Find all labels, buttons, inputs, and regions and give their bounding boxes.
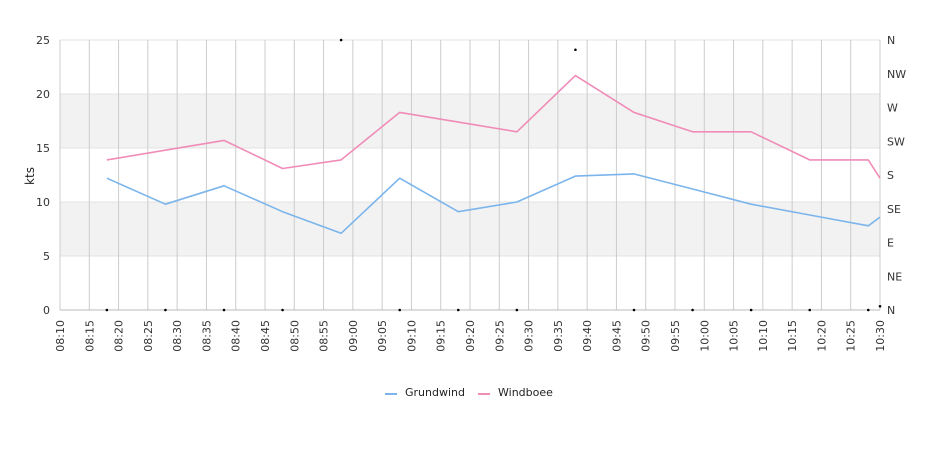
direction-marker — [808, 308, 812, 312]
x-tick-label: 09:50 — [640, 320, 653, 352]
direction-axis-label: SE — [887, 203, 901, 216]
x-tick-label: 08:25 — [142, 320, 155, 352]
y-tick-label: 20 — [36, 88, 50, 101]
x-tick-label: 10:05 — [728, 320, 741, 352]
legend[interactable]: Grundwind Windboee — [385, 386, 553, 399]
x-tick-label: 08:55 — [318, 320, 331, 352]
x-tick-label: 08:45 — [259, 320, 272, 352]
direction-marker — [281, 308, 284, 312]
x-tick-label: 09:25 — [493, 320, 506, 352]
direction-axis-label: S — [887, 169, 894, 182]
direction-marker — [632, 308, 636, 312]
direction-marker — [749, 308, 753, 312]
y-tick-label: 25 — [36, 34, 50, 47]
direction-marker — [456, 308, 460, 312]
direction-marker — [515, 308, 519, 312]
x-tick-label: 09:20 — [464, 320, 477, 352]
x-tick-label: 08:30 — [171, 320, 184, 352]
direction-marker — [164, 308, 167, 312]
direction-marker — [105, 308, 109, 312]
x-tick-label: 08:35 — [200, 320, 213, 352]
x-tick-label: 09:10 — [405, 320, 418, 352]
direction-axis-label: NW — [887, 68, 906, 81]
x-tick-label: 08:15 — [83, 320, 96, 352]
x-tick-label: 09:45 — [610, 320, 623, 352]
x-tick-label: 08:10 — [54, 320, 67, 352]
legend-item-windboee[interactable]: Windboee — [478, 386, 553, 399]
direction-axis-label: SW — [887, 135, 905, 148]
direction-marker — [866, 308, 870, 312]
direction-marker — [398, 308, 402, 312]
legend-label: Grundwind — [405, 386, 465, 399]
series-line-grundwind — [106, 173, 881, 235]
direction-marker — [574, 48, 577, 52]
direction-marker — [691, 308, 694, 312]
y-tick-label: 15 — [36, 142, 50, 155]
direction-axis-labels: N NE E SE S SW W NW N — [887, 34, 906, 317]
y-tick-label: 10 — [36, 196, 50, 209]
x-tick-label: 08:20 — [113, 320, 126, 352]
direction-axis-label: W — [887, 102, 898, 115]
x-tick-label: 10:25 — [845, 320, 858, 352]
x-tick-label: 08:50 — [288, 320, 301, 352]
direction-marker — [222, 308, 226, 312]
y-tick-label: 0 — [43, 304, 50, 317]
x-tick-label: 09:40 — [581, 320, 594, 352]
y-axis-title: kts — [23, 167, 37, 185]
direction-markers — [105, 38, 882, 312]
direction-axis-label: NE — [887, 270, 902, 283]
y-tick-labels: 0 5 10 15 20 25 — [36, 34, 50, 317]
x-tick-label: 10:20 — [815, 320, 828, 352]
y-tick-label: 5 — [43, 250, 50, 263]
x-tick-label: 09:15 — [435, 320, 448, 352]
x-tick-label: 10:10 — [757, 320, 770, 352]
series-line-windboee — [106, 74, 881, 179]
x-tick-label: 09:55 — [669, 320, 682, 352]
x-tick-label: 08:40 — [230, 320, 243, 352]
direction-marker — [339, 38, 343, 42]
series-lines — [106, 74, 881, 235]
gridlines — [59, 39, 881, 311]
direction-axis-label: E — [887, 237, 894, 250]
x-tick-label: 09:30 — [523, 320, 536, 352]
x-tick-labels: 08:10 08:15 08:20 08:25 08:30 08:35 08:40 08:45… — [54, 320, 887, 352]
direction-marker — [878, 304, 882, 308]
x-tick-label: 10:30 — [874, 320, 887, 352]
legend-item-grundwind[interactable]: Grundwind — [385, 386, 465, 399]
x-tick-label: 09:00 — [347, 320, 360, 352]
x-tick-label: 09:35 — [552, 320, 565, 352]
x-tick-label: 10:00 — [698, 320, 711, 352]
legend-label: Windboee — [498, 386, 553, 399]
direction-axis-label: N — [887, 304, 895, 317]
x-tick-label: 10:15 — [786, 320, 799, 352]
x-tick-label: 09:05 — [376, 320, 389, 352]
direction-axis-label: N — [887, 34, 895, 47]
